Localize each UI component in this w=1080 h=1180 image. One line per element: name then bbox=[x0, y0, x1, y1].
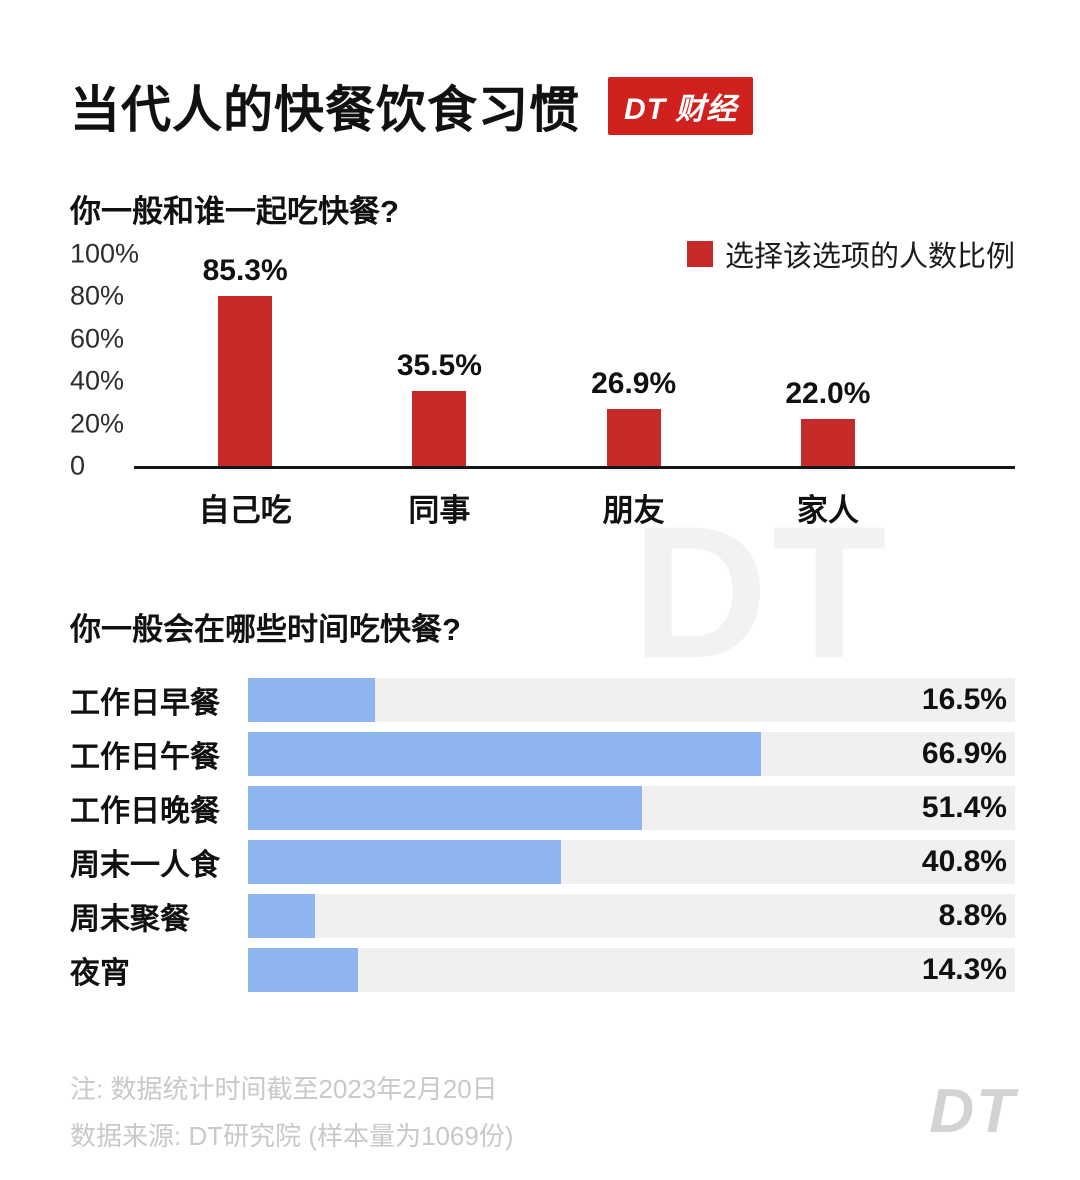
bar bbox=[800, 419, 855, 466]
hbar bbox=[248, 786, 643, 830]
hbar-track: 66.9% bbox=[248, 732, 1015, 776]
bar bbox=[606, 408, 661, 466]
question2-title: 你一般会在哪些时间吃快餐? bbox=[70, 612, 461, 647]
brand-badge: DT 财经 bbox=[608, 77, 754, 135]
hbar bbox=[248, 678, 375, 722]
hbar-track: 8.8% bbox=[248, 894, 1015, 938]
bar-column: 22.0% bbox=[731, 254, 925, 466]
q1-plot-area: 85.3% 35.5% 26.9% 22.0% 选择该选项的人数比例 bbox=[134, 241, 1015, 469]
hbar-category-label: 工作日晚餐 bbox=[70, 795, 220, 828]
footer-logo: DT bbox=[929, 1077, 1016, 1146]
hbar bbox=[248, 894, 316, 938]
hbar-row: 夜宵 14.3% bbox=[70, 948, 1015, 992]
y-tick-label: 80% bbox=[70, 280, 125, 311]
bar-value-label: 22.0% bbox=[785, 377, 871, 411]
bar-value-label: 26.9% bbox=[591, 366, 677, 400]
hbar-value-label: 51.4% bbox=[921, 791, 1007, 824]
hbar-track: 51.4% bbox=[248, 786, 1015, 830]
hbar-category-label: 工作日早餐 bbox=[70, 687, 220, 720]
category-label: 家人 bbox=[796, 493, 859, 528]
hbar-track: 40.8% bbox=[248, 840, 1015, 884]
page-title: 当代人的快餐饮食习惯 bbox=[70, 82, 580, 138]
q1-bars: 85.3% 35.5% 26.9% 22.0% bbox=[134, 254, 1015, 466]
hbar-track: 16.5% bbox=[248, 678, 1015, 722]
y-tick-label: 100% bbox=[70, 238, 140, 269]
y-tick-label: 20% bbox=[70, 408, 125, 439]
footer-note-1: 注: 数据统计时间截至2023年2月20日 bbox=[70, 1074, 498, 1104]
hbar-value-label: 40.8% bbox=[921, 845, 1007, 878]
bar-chart-body: 100% 80% 60% 40% 20% 0 85.3% 35.5% 26.9% 22.0% 选… bbox=[70, 239, 1015, 481]
legend-swatch-icon bbox=[686, 241, 713, 267]
header: 当代人的快餐饮食习惯 DT 财经 bbox=[70, 70, 754, 142]
hbar-value-label: 14.3% bbox=[921, 953, 1007, 986]
y-tick-label: 60% bbox=[70, 323, 125, 354]
hbar-track: 14.3% bbox=[248, 948, 1015, 992]
y-tick-label: 40% bbox=[70, 365, 125, 396]
q1-categories: 自己吃 同事 朋友 家人 bbox=[134, 485, 1015, 530]
category-label: 朋友 bbox=[602, 493, 665, 528]
hbar-category-label: 工作日午餐 bbox=[70, 741, 220, 774]
bar-column: 26.9% bbox=[537, 254, 731, 466]
bar-value-label: 85.3% bbox=[202, 254, 288, 287]
hbar bbox=[248, 732, 762, 776]
bar-chart-who: 100% 80% 60% 40% 20% 0 85.3% 35.5% 26.9% 22.0% 选… bbox=[70, 239, 1015, 530]
hbar-row: 周末一人食 40.8% bbox=[70, 840, 1015, 884]
q1-y-axis: 100% 80% 60% 40% 20% 0 bbox=[70, 239, 139, 481]
legend-label: 选择该选项的人数比例 bbox=[724, 241, 1015, 273]
hbar-value-label: 16.5% bbox=[921, 683, 1007, 716]
hbar-category-label: 周末一人食 bbox=[70, 849, 220, 882]
hbar-value-label: 66.9% bbox=[921, 737, 1007, 770]
footer-notes: 注: 数据统计时间截至2023年2月20日 数据来源: DT研究院 (样本量为1… bbox=[70, 1066, 514, 1160]
hbar-category-label: 周末聚餐 bbox=[70, 903, 190, 936]
bar-column: 35.5% bbox=[342, 254, 536, 466]
hbar-row: 工作日午餐 66.9% bbox=[70, 732, 1015, 776]
hbar-row: 周末聚餐 8.8% bbox=[70, 894, 1015, 938]
hbar-row: 工作日早餐 16.5% bbox=[70, 678, 1015, 722]
category-label: 自己吃 bbox=[198, 493, 292, 528]
bar bbox=[218, 296, 273, 466]
hbar-value-label: 8.8% bbox=[938, 899, 1007, 932]
footer-note-2: 数据来源: DT研究院 (样本量为1069份) bbox=[70, 1121, 514, 1151]
bar bbox=[412, 390, 467, 466]
question1-title: 你一般和谁一起吃快餐? bbox=[70, 194, 399, 229]
hbar-chart-when: 工作日早餐 16.5% 工作日午餐 66.9% 工作日晚餐 51.4% 周末一人食 40.8%… bbox=[70, 678, 1015, 992]
hbar bbox=[248, 840, 561, 884]
hbar bbox=[248, 948, 358, 992]
bar-column: 85.3% bbox=[148, 254, 342, 466]
hbar-row: 工作日晚餐 51.4% bbox=[70, 786, 1015, 830]
category-label: 同事 bbox=[408, 493, 471, 528]
bar-value-label: 35.5% bbox=[396, 348, 482, 382]
legend: 选择该选项的人数比例 bbox=[686, 233, 1015, 275]
hbar-category-label: 夜宵 bbox=[70, 957, 130, 990]
watermark-text: DT bbox=[632, 487, 891, 697]
y-tick-label: 0 bbox=[70, 450, 86, 481]
